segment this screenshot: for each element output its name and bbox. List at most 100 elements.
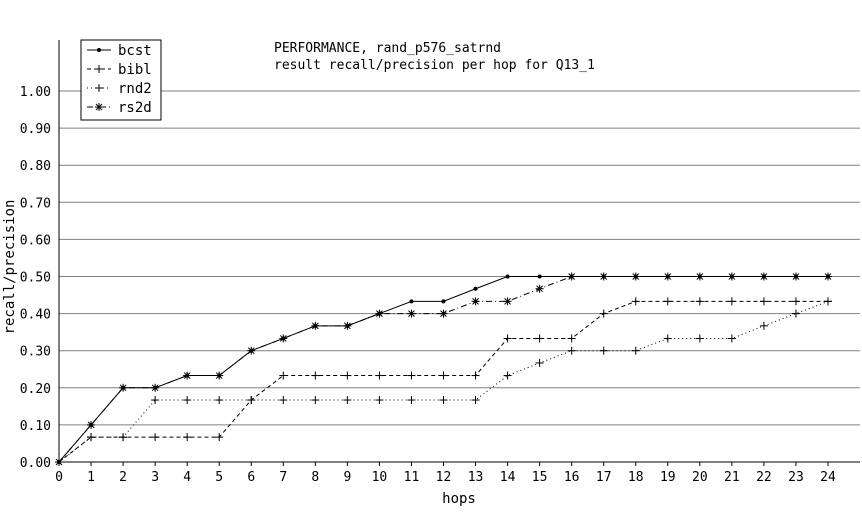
x-tick-label: 16 <box>564 470 580 485</box>
data-point-rs2d <box>695 272 704 281</box>
data-point-bibl <box>695 297 704 306</box>
series-line-bcst <box>58 276 828 463</box>
data-point-bibl <box>567 334 576 343</box>
data-point-rs2d <box>343 321 352 330</box>
x-tick-label: 11 <box>404 470 420 485</box>
data-point-rnd2 <box>183 396 192 405</box>
data-point-rnd2 <box>727 334 736 343</box>
data-point-bibl <box>759 297 768 306</box>
series-line-rnd2 <box>58 300 829 463</box>
x-tick-label: 9 <box>343 470 351 485</box>
data-point-rs2d <box>663 272 672 281</box>
data-point-rs2d <box>247 346 256 355</box>
x-tick-label: 20 <box>692 470 708 485</box>
data-point-bibl <box>215 433 224 442</box>
data-point-bibl <box>279 371 288 380</box>
x-tick-label: 4 <box>183 470 191 485</box>
x-tick-label: 3 <box>151 470 159 485</box>
data-point-rs2d <box>471 297 480 306</box>
chart-subtitle: result recall/precision per hop for Q13_… <box>274 58 595 73</box>
y-axis-label: recall/precision <box>2 200 18 335</box>
data-point-rs2d <box>311 321 320 330</box>
data-point-bibl <box>311 371 320 380</box>
data-point-rs2d <box>599 272 608 281</box>
data-point-rnd2 <box>503 371 512 380</box>
data-point-rnd2 <box>759 321 768 330</box>
data-point-rs2d <box>151 383 160 392</box>
y-tick-label: 0.50 <box>20 271 51 286</box>
x-tick-label: 2 <box>119 470 127 485</box>
data-point-rnd2 <box>247 396 256 405</box>
series-line-bibl <box>58 300 828 463</box>
x-tick-label: 12 <box>436 470 452 485</box>
data-point-bibl <box>599 309 608 318</box>
data-point-rs2d <box>791 272 800 281</box>
series-group <box>55 272 832 466</box>
x-tick-label: 10 <box>372 470 388 485</box>
data-point-rs2d <box>824 272 832 281</box>
x-tick-label: 13 <box>468 470 484 485</box>
data-point-rs2d <box>279 334 288 343</box>
legend-entry-bibl: bibl <box>87 62 152 78</box>
legend-entry-rs2d: rs2d <box>87 100 152 116</box>
x-tick-label: 24 <box>820 470 836 485</box>
x-tick-label: 21 <box>724 470 740 485</box>
data-point-rs2d <box>407 309 416 318</box>
data-point-rnd2 <box>535 358 544 367</box>
x-tick-label: 22 <box>756 470 772 485</box>
data-point-rnd2 <box>343 396 352 405</box>
y-tick-label: 0.40 <box>20 308 51 323</box>
y-tick-label: 0.80 <box>20 159 51 174</box>
y-tick-label: 0.70 <box>20 196 51 211</box>
data-point-rnd2 <box>471 396 480 405</box>
series-bcst <box>57 274 830 464</box>
x-tick-label: 1 <box>87 470 95 485</box>
data-point-rs2d <box>567 272 576 281</box>
legend-marker <box>97 48 101 52</box>
data-point-bcst <box>473 286 478 291</box>
data-point-rs2d <box>183 371 192 380</box>
x-tick-label: 14 <box>500 470 516 485</box>
axes: 0.00 0.10 0.20 0.30 0.40 0.50 0.60 0.70 0.80 0.90… <box>20 40 860 485</box>
legend-label: rnd2 <box>118 81 152 97</box>
data-point-bibl <box>151 433 160 442</box>
y-tick-label: 1.00 <box>20 85 51 100</box>
data-point-bcst <box>537 274 542 279</box>
data-point-bcst <box>441 299 446 304</box>
x-tick-label: 17 <box>596 470 612 485</box>
data-point-rs2d <box>535 284 544 293</box>
data-point-bibl <box>439 371 448 380</box>
data-point-rnd2 <box>407 396 416 405</box>
legend-label: bcst <box>118 43 152 59</box>
data-point-bibl <box>663 297 672 306</box>
y-tick-label: 0.00 <box>20 456 51 471</box>
series-line-rs2d <box>58 276 828 463</box>
x-tick-label: 18 <box>628 470 644 485</box>
x-tick-label: 5 <box>215 470 223 485</box>
data-point-bibl <box>631 297 640 306</box>
y-tick-label: 0.60 <box>20 233 51 248</box>
data-point-bibl <box>535 334 544 343</box>
data-point-rnd2 <box>695 334 704 343</box>
data-point-rnd2 <box>567 346 576 355</box>
legend: bcst bibl rnd2 rs2d <box>80 39 162 121</box>
legend-marker <box>95 103 103 111</box>
data-point-rnd2 <box>375 396 384 405</box>
x-tick-label: 15 <box>532 470 548 485</box>
legend-marker <box>95 65 103 73</box>
x-tick-label: 23 <box>788 470 804 485</box>
x-axis-label: hops <box>442 491 476 507</box>
x-tick-label: 7 <box>279 470 287 485</box>
data-point-rs2d <box>439 309 448 318</box>
data-point-bibl <box>471 371 480 380</box>
legend-label: bibl <box>118 62 152 78</box>
x-tick-label: 0 <box>55 470 63 485</box>
data-point-bibl <box>183 433 192 442</box>
data-point-bcst <box>409 299 414 304</box>
data-point-bibl <box>503 334 512 343</box>
data-point-rnd2 <box>599 346 608 355</box>
data-point-rs2d <box>87 420 96 429</box>
data-point-rs2d <box>119 383 128 392</box>
legend-label: rs2d <box>118 100 152 116</box>
